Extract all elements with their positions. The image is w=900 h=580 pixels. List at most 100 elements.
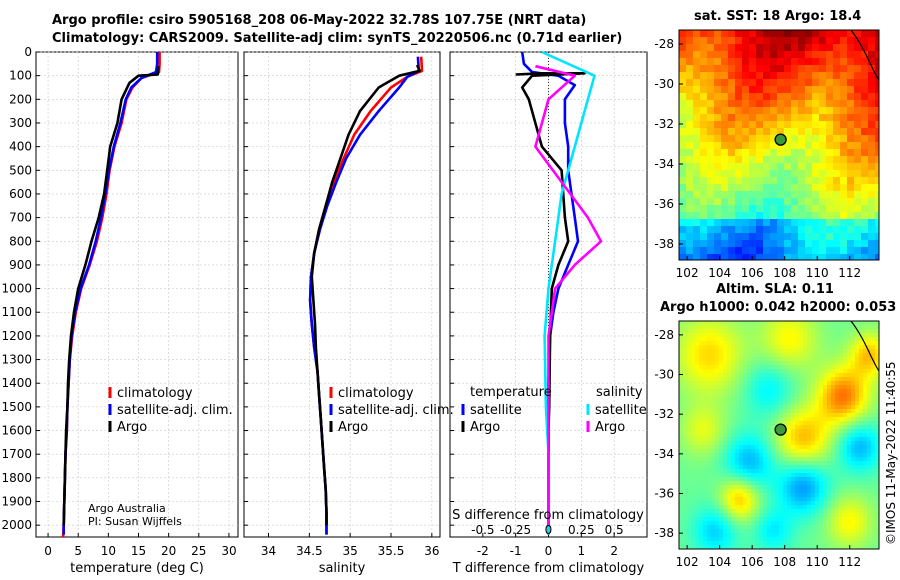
map-cell — [727, 493, 732, 498]
map-cell — [679, 219, 687, 227]
map-cell — [770, 128, 778, 136]
map-cell — [751, 365, 756, 370]
map-cell — [695, 509, 700, 514]
map-cell — [807, 357, 812, 362]
map-cell — [715, 533, 720, 538]
map-cell — [721, 163, 729, 171]
map-cell — [775, 521, 780, 526]
map-cell — [859, 493, 864, 498]
map-cell — [805, 219, 813, 227]
map-cell — [803, 461, 808, 466]
map-cell — [767, 421, 772, 426]
map-cell — [803, 481, 808, 486]
map-cell — [835, 337, 840, 342]
map-cell — [840, 184, 848, 192]
map-cell — [747, 421, 752, 426]
map-cell — [805, 163, 813, 171]
map-cell — [777, 198, 785, 206]
map-cell — [819, 489, 824, 494]
map-cell — [739, 393, 744, 398]
map-cell — [743, 429, 748, 434]
map-cell — [755, 329, 760, 334]
map-cell — [755, 345, 760, 350]
map-cell — [807, 325, 812, 330]
map-cell — [683, 361, 688, 366]
map-cell — [847, 465, 852, 470]
map-cell — [803, 377, 808, 382]
map-cell — [687, 373, 692, 378]
map-cell — [839, 349, 844, 354]
map-cell — [779, 481, 784, 486]
map-cell — [707, 205, 715, 213]
map-cell — [867, 413, 872, 418]
map-cell — [835, 365, 840, 370]
map-cell — [767, 389, 772, 394]
map-cell — [715, 469, 720, 474]
map-cell — [805, 247, 813, 255]
map-cell — [819, 51, 827, 59]
map-cell — [770, 163, 778, 171]
map-cell — [693, 79, 701, 87]
map-cell — [714, 177, 722, 185]
map-cell — [763, 417, 768, 422]
map-cell — [812, 72, 820, 80]
map-cell — [735, 100, 743, 108]
map-cell — [747, 465, 752, 470]
map-cell — [851, 469, 856, 474]
map-cell — [693, 240, 701, 248]
map-cell — [735, 509, 740, 514]
map-cell — [759, 469, 764, 474]
map-cell — [721, 226, 729, 234]
map-cell — [823, 337, 828, 342]
map-cell — [819, 254, 827, 260]
map-cell — [703, 489, 708, 494]
map-lat-tick-label: -28 — [654, 328, 674, 342]
map-cell — [811, 505, 816, 510]
map-cell — [749, 212, 757, 220]
map-cell — [833, 107, 841, 115]
map-cell — [751, 437, 756, 442]
map-cell — [855, 349, 860, 354]
map-cell — [731, 397, 736, 402]
map-cell — [819, 37, 827, 45]
map-cell — [770, 93, 778, 101]
map-lon-tick-label: 110 — [806, 266, 829, 280]
map-cell — [803, 445, 808, 450]
map-cell — [819, 509, 824, 514]
map-cell — [743, 485, 748, 490]
map-cell — [839, 385, 844, 390]
map-cell — [699, 473, 704, 478]
map-cell — [727, 421, 732, 426]
map-cell — [699, 541, 704, 546]
map-cell — [840, 86, 848, 94]
map-cell — [855, 405, 860, 410]
map-cell — [843, 397, 848, 402]
map-cell — [819, 349, 824, 354]
map-cell — [763, 513, 768, 518]
map-cell — [714, 240, 722, 248]
map-cell — [812, 79, 820, 87]
map-cell — [855, 465, 860, 470]
map-cell — [721, 191, 729, 199]
map-cell — [686, 107, 694, 115]
map-cell — [799, 529, 804, 534]
map-cell — [699, 533, 704, 538]
map-cell — [693, 233, 701, 241]
map-cell — [739, 413, 744, 418]
map-cell — [727, 321, 732, 326]
depth-tick-label: 600 — [9, 187, 32, 201]
map-cell — [799, 425, 804, 430]
map-cell — [799, 357, 804, 362]
map-cell — [775, 413, 780, 418]
map-cell — [851, 417, 856, 422]
map-cell — [747, 357, 752, 362]
map-cell — [859, 353, 864, 358]
map-cell — [743, 541, 748, 546]
map-cell — [763, 397, 768, 402]
map-cell — [847, 529, 852, 534]
map-cell — [835, 413, 840, 418]
map-cell — [861, 135, 869, 143]
map-cell — [798, 142, 806, 150]
map-cell — [686, 121, 694, 129]
map-cell — [693, 219, 701, 227]
